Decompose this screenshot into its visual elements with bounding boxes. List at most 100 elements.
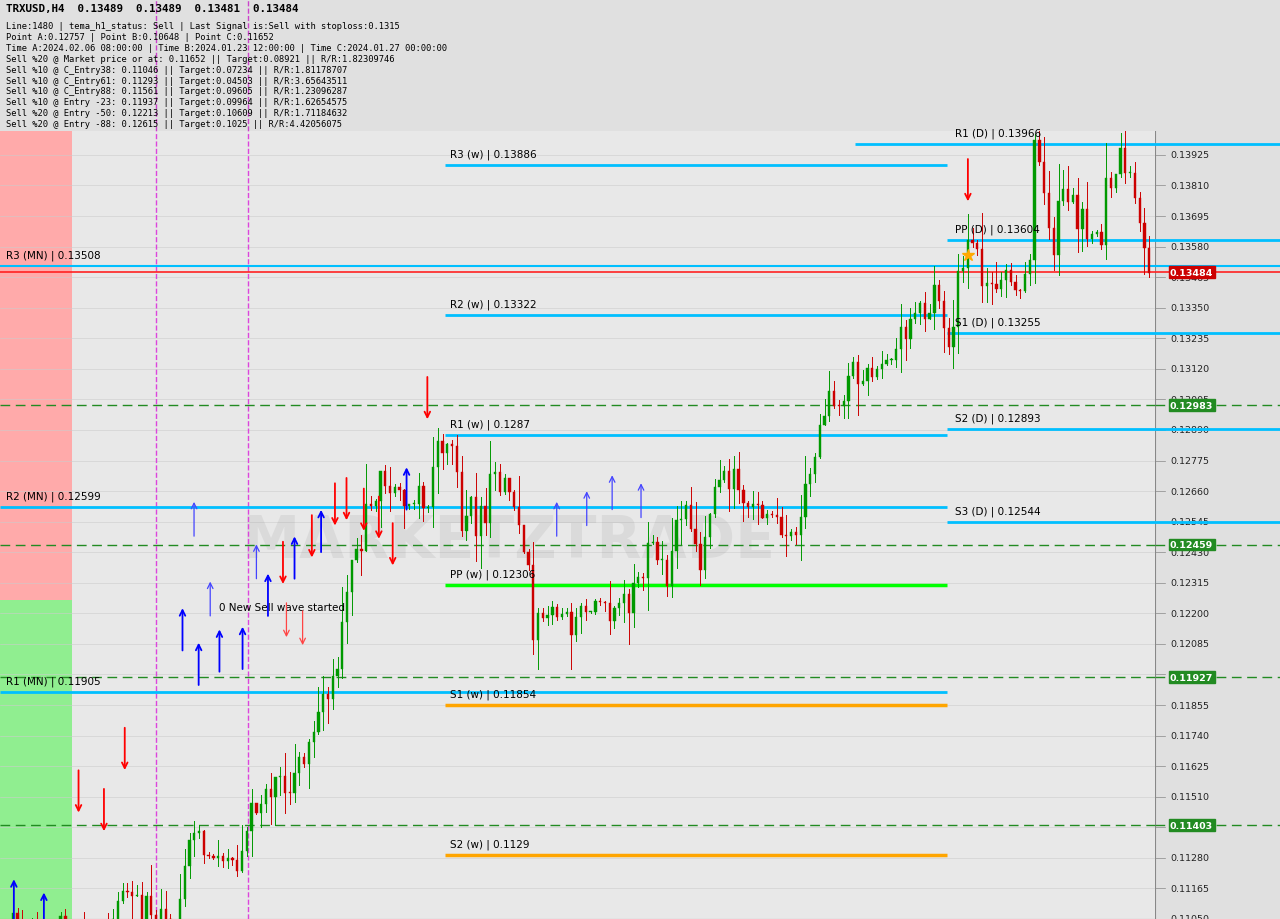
Bar — [232, 857, 234, 859]
Bar — [580, 606, 582, 618]
Bar — [762, 505, 764, 518]
Bar — [657, 542, 659, 561]
Bar — [1052, 229, 1055, 255]
Bar — [337, 669, 339, 676]
Bar — [360, 549, 362, 550]
Text: 0.13120: 0.13120 — [1170, 365, 1210, 374]
Bar — [489, 474, 492, 523]
Text: 0.11740: 0.11740 — [1170, 732, 1210, 741]
Bar — [179, 900, 180, 919]
Bar — [867, 369, 869, 382]
Bar — [891, 360, 892, 361]
Bar — [1019, 290, 1021, 291]
Bar — [552, 607, 553, 616]
Bar — [398, 487, 401, 490]
Bar — [202, 831, 205, 855]
Text: 0.11970: 0.11970 — [1170, 670, 1210, 679]
Text: 0.11165: 0.11165 — [1170, 884, 1210, 893]
Bar — [532, 565, 535, 641]
Bar — [690, 505, 692, 529]
Text: 0.12200: 0.12200 — [1170, 609, 1210, 618]
Text: S1 (D) | 0.13255: S1 (D) | 0.13255 — [955, 317, 1041, 328]
Bar — [293, 773, 296, 793]
Bar — [671, 551, 673, 586]
Bar — [541, 613, 544, 618]
Bar — [613, 608, 616, 621]
Text: Sell %10 @ C_Entry38: 0.11046 || Target:0.07234 || R/R:1.81178707: Sell %10 @ C_Entry38: 0.11046 || Target:… — [6, 65, 348, 74]
Text: 0.11395: 0.11395 — [1170, 823, 1210, 832]
Bar — [475, 497, 477, 536]
Bar — [919, 303, 922, 313]
Bar — [961, 268, 964, 272]
Bar — [905, 327, 906, 340]
Text: 0.12315: 0.12315 — [1170, 579, 1210, 587]
Bar — [585, 606, 588, 613]
Text: PP (D) | 0.13604: PP (D) | 0.13604 — [955, 224, 1039, 235]
Bar — [255, 803, 257, 812]
Bar — [494, 472, 497, 474]
Bar — [842, 402, 845, 407]
Bar — [428, 507, 429, 508]
Bar — [1085, 210, 1088, 240]
Bar — [742, 491, 745, 504]
Bar — [1129, 173, 1132, 174]
Bar — [632, 584, 635, 613]
Text: 0.12660: 0.12660 — [1170, 487, 1210, 496]
Bar — [518, 507, 520, 526]
Bar — [536, 613, 539, 641]
Bar — [317, 712, 320, 732]
Bar — [150, 896, 152, 915]
Bar — [604, 602, 605, 603]
Bar — [342, 623, 343, 669]
Bar — [1101, 233, 1102, 245]
Bar — [996, 285, 997, 289]
Text: PP (w) | 0.12306: PP (w) | 0.12306 — [451, 569, 536, 580]
Bar — [1091, 235, 1093, 240]
Bar — [218, 857, 219, 858]
Bar — [666, 561, 668, 586]
Bar — [141, 895, 143, 919]
Bar — [375, 502, 376, 506]
Text: 0.12459: 0.12459 — [1170, 540, 1213, 550]
Bar — [155, 915, 157, 919]
Bar — [522, 526, 525, 552]
Bar — [876, 369, 878, 378]
Bar — [379, 471, 381, 502]
Bar — [160, 909, 163, 919]
Bar — [947, 329, 950, 347]
Bar — [207, 855, 210, 857]
Bar — [699, 544, 701, 570]
Bar — [795, 533, 797, 535]
Bar — [312, 732, 315, 743]
Bar — [852, 363, 854, 377]
Bar — [833, 391, 836, 406]
Bar — [1038, 142, 1041, 163]
Text: R3 (MN) | 0.13508: R3 (MN) | 0.13508 — [6, 250, 100, 261]
Bar — [165, 909, 166, 919]
Bar — [274, 777, 276, 797]
Bar — [251, 803, 252, 832]
Bar — [326, 694, 329, 699]
Bar — [1005, 271, 1007, 281]
Text: 0.12983: 0.12983 — [1170, 402, 1213, 410]
Bar — [804, 484, 806, 517]
Bar — [146, 896, 147, 919]
Bar — [1033, 142, 1036, 260]
Bar — [527, 552, 530, 565]
Bar — [183, 866, 186, 900]
Text: Sell %20 @ Market price or at: 0.11652 || Target:0.08921 || R/R:1.82309746: Sell %20 @ Market price or at: 0.11652 |… — [6, 55, 396, 63]
Bar — [895, 350, 897, 360]
Bar — [856, 363, 859, 385]
Bar — [289, 792, 291, 793]
Text: 0.11403: 0.11403 — [1170, 821, 1213, 830]
Bar — [408, 505, 411, 507]
Bar — [737, 470, 740, 491]
Bar — [767, 514, 768, 518]
Bar — [241, 851, 243, 871]
Bar — [17, 913, 19, 919]
Bar — [575, 618, 577, 636]
Bar — [561, 615, 563, 617]
Bar — [599, 602, 602, 603]
Bar — [713, 488, 716, 515]
Bar — [332, 676, 334, 699]
